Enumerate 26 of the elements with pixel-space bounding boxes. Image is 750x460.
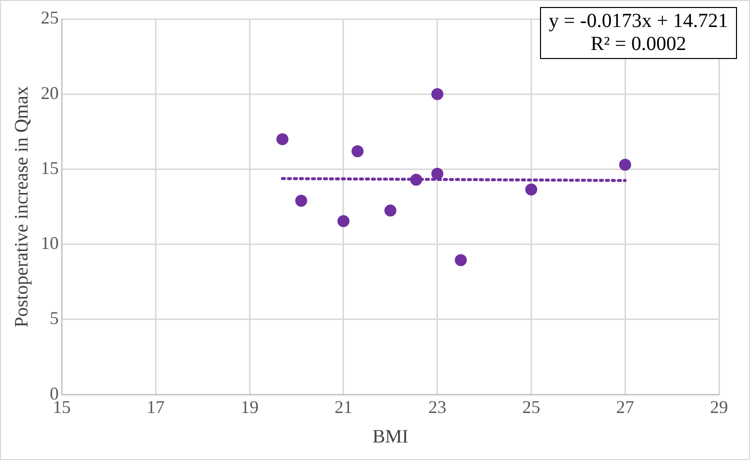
annotation: y = -0.0173x + 14.721 R² = 0.0002 [540,7,737,59]
y-tick-label: 5 [50,308,59,328]
y-tick-label: 20 [40,82,59,103]
point [352,145,364,158]
x-tick-label: 27 [616,397,634,418]
point [410,174,422,186]
y-tick-label: 15 [40,158,59,178]
point [431,168,444,180]
point [295,194,308,207]
x-tick-label: 19 [240,397,259,418]
x-tick-label: 21 [334,397,352,418]
point [525,184,538,196]
point [276,133,288,146]
point [619,158,632,171]
point [431,88,444,100]
y-tick-label: 10 [40,233,59,254]
x-axis-title: BMI [372,426,408,448]
x-tick-label: 17 [146,397,165,418]
point [337,215,350,228]
x-tick-label: 23 [428,397,446,418]
x-tick-label: 25 [522,397,540,418]
y-axis-title: Postoperative increase in Qmax [11,86,32,328]
point [454,254,467,266]
y-tick-label: 25 [40,8,59,28]
point [384,204,396,217]
x-tick-label: 29 [710,397,728,418]
